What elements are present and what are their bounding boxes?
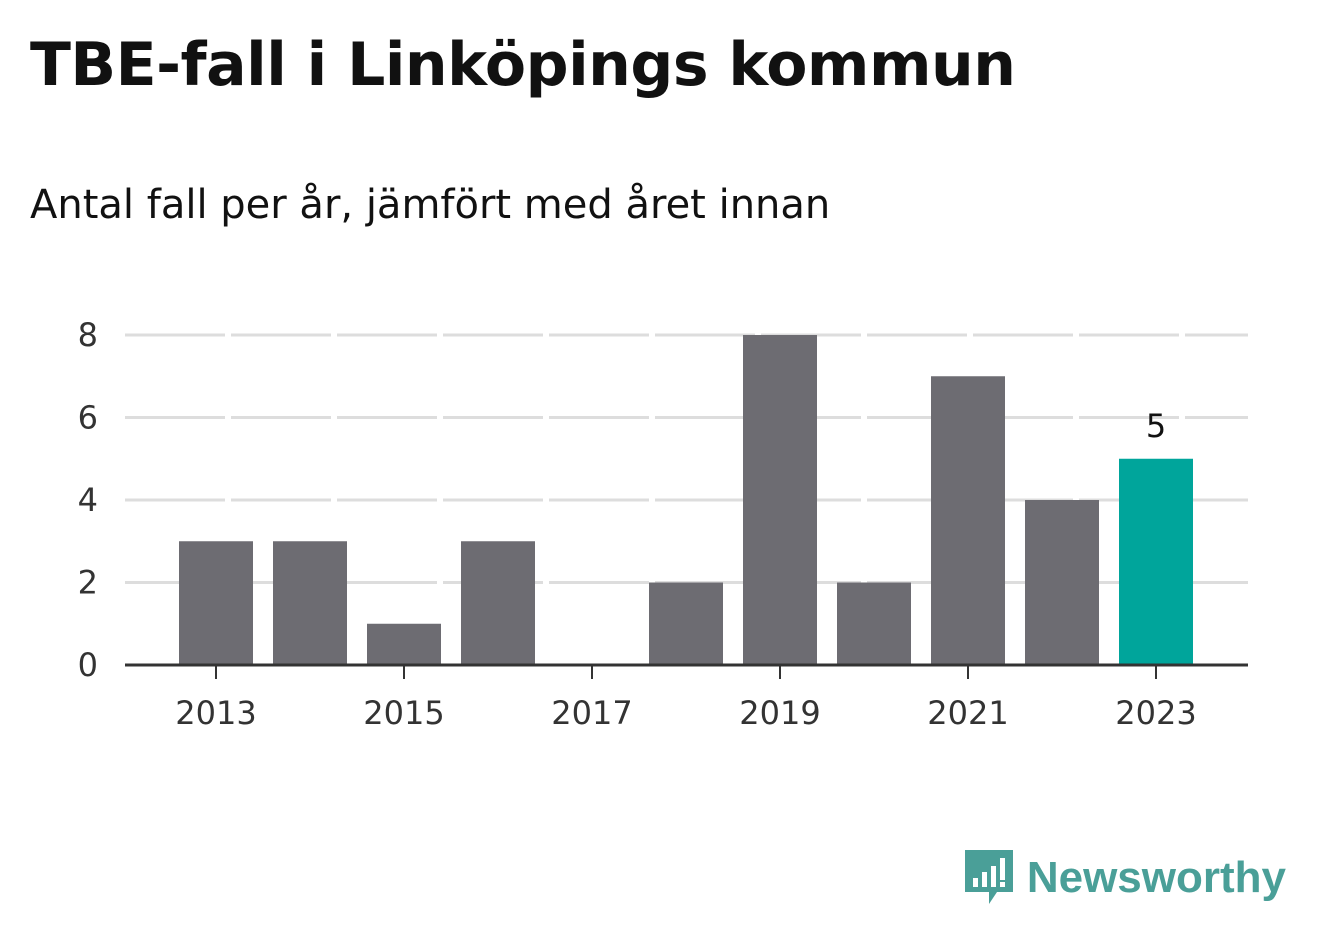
bar-2016 xyxy=(461,541,535,664)
x-tick-label-2019: 2019 xyxy=(739,694,820,732)
y-tick-label-8: 8 xyxy=(78,316,98,354)
y-tick-label-2: 2 xyxy=(78,564,98,602)
bar-2023 xyxy=(1119,458,1193,664)
labels: 0 2 4 6 8 2013 2015 2017 2019 2021 2023 5 xyxy=(78,316,1197,732)
bar-chart: 0 2 4 6 8 2013 2015 2017 2019 2021 2023 5 xyxy=(78,316,1248,732)
bar-2015 xyxy=(367,623,441,664)
x-axis xyxy=(125,663,1248,679)
bar-2013 xyxy=(179,541,253,664)
bar-2020 xyxy=(837,582,911,664)
bar-2022 xyxy=(1025,500,1099,664)
bar-2021 xyxy=(931,376,1005,664)
x-tick-label-2015: 2015 xyxy=(363,694,444,732)
y-tick-label-6: 6 xyxy=(78,399,98,437)
y-tick-label-4: 4 xyxy=(78,481,98,519)
newsworthy-logo-icon xyxy=(964,850,1013,904)
bar-2014 xyxy=(273,541,347,664)
x-tick-label-2021: 2021 xyxy=(927,694,1008,732)
y-tick-label-0: 0 xyxy=(78,646,98,684)
x-tick-label-2023: 2023 xyxy=(1115,694,1196,732)
newsworthy-brand: Newsworthy xyxy=(964,848,1286,908)
bar-2019 xyxy=(743,335,817,664)
x-tick-label-2013: 2013 xyxy=(175,694,256,732)
brand-name: Newsworthy xyxy=(1026,853,1286,902)
bar-2018 xyxy=(649,582,723,664)
data-label-2023: 5 xyxy=(1146,407,1166,445)
chart-subtitle: Antal fall per år, jämfört med året inna… xyxy=(30,182,831,228)
x-tick-label-2017: 2017 xyxy=(551,694,632,732)
chart-title: TBE-fall i Linköpings kommun xyxy=(30,30,1016,100)
bars xyxy=(179,335,1193,664)
